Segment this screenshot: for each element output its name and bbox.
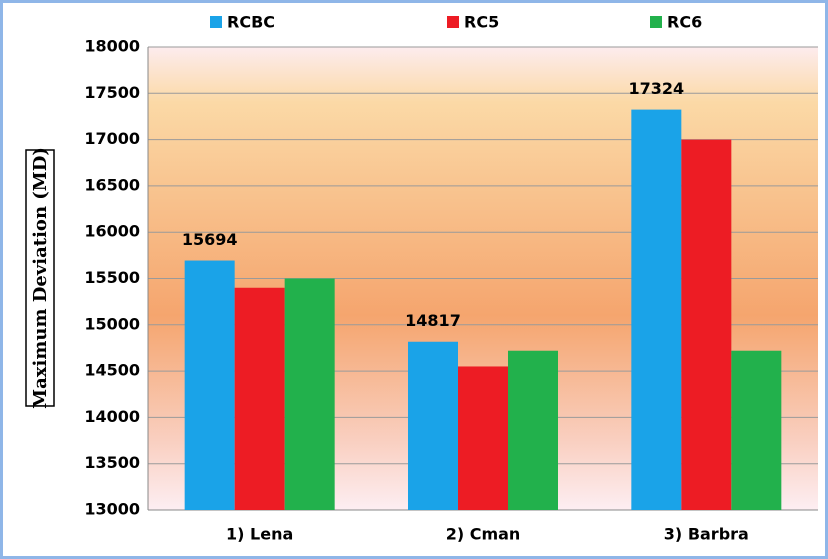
- bar: [234, 287, 285, 510]
- bar: [458, 366, 508, 510]
- bar: [508, 350, 558, 510]
- x-tick-label: 2) Cman: [446, 525, 521, 544]
- legend-label: RCBC: [227, 13, 275, 32]
- data-label: 14817: [405, 311, 461, 330]
- bar: [184, 260, 235, 510]
- y-tick-label: 17000: [84, 129, 140, 148]
- data-label: 15694: [182, 230, 238, 249]
- y-tick-label: 14500: [84, 361, 140, 380]
- y-tick-label: 13000: [84, 500, 140, 519]
- y-axis-title: Maximum Deviation (MD): [30, 147, 51, 409]
- y-tick-label: 17500: [84, 83, 140, 102]
- y-tick-label: 15500: [84, 268, 140, 287]
- x-tick-label: 3) Barbra: [664, 525, 749, 544]
- bar: [284, 278, 335, 510]
- bar: [681, 139, 732, 510]
- bar: [731, 350, 782, 510]
- x-tick-label: 1) Lena: [226, 525, 293, 544]
- y-tick-label: 16000: [84, 222, 140, 241]
- y-tick-label: 16500: [84, 175, 140, 194]
- y-tick-label: 14000: [84, 407, 140, 426]
- legend-label: RC5: [464, 13, 499, 32]
- legend-swatch: [447, 16, 459, 28]
- bar: [408, 341, 458, 510]
- y-tick-label: 15000: [84, 314, 140, 333]
- legend-label: RC6: [667, 13, 702, 32]
- legend-swatch: [650, 16, 662, 28]
- y-axis-title-box: [25, 149, 55, 407]
- legend-swatch: [210, 16, 222, 28]
- data-label: 17324: [628, 79, 684, 98]
- y-tick-label: 13500: [84, 453, 140, 472]
- bar: [631, 109, 682, 511]
- y-axis-title-group: Maximum Deviation (MD): [25, 147, 55, 409]
- y-tick-label: 18000: [84, 37, 140, 56]
